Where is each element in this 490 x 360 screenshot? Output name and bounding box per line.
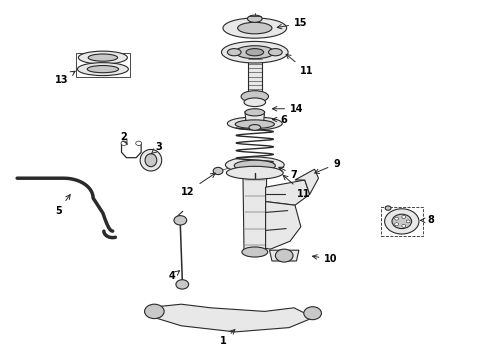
- Ellipse shape: [304, 307, 321, 320]
- Ellipse shape: [245, 109, 265, 116]
- Ellipse shape: [242, 247, 268, 257]
- Ellipse shape: [275, 249, 293, 262]
- Circle shape: [402, 216, 406, 219]
- Ellipse shape: [235, 46, 274, 59]
- Circle shape: [174, 216, 187, 225]
- Ellipse shape: [234, 160, 275, 171]
- Polygon shape: [266, 202, 301, 249]
- Text: 11: 11: [286, 54, 314, 76]
- Polygon shape: [295, 169, 319, 194]
- Ellipse shape: [226, 166, 283, 179]
- Ellipse shape: [385, 206, 391, 210]
- Circle shape: [176, 280, 189, 289]
- Ellipse shape: [77, 63, 128, 76]
- Ellipse shape: [221, 41, 288, 63]
- Text: 12: 12: [181, 173, 215, 197]
- Polygon shape: [266, 180, 310, 205]
- Ellipse shape: [88, 54, 118, 61]
- Ellipse shape: [244, 98, 266, 107]
- Ellipse shape: [223, 18, 287, 38]
- Ellipse shape: [227, 49, 241, 56]
- Text: 15: 15: [277, 18, 308, 29]
- Circle shape: [402, 224, 406, 227]
- Polygon shape: [245, 112, 265, 127]
- Circle shape: [121, 141, 127, 145]
- Polygon shape: [152, 304, 314, 332]
- Text: 7: 7: [279, 167, 297, 180]
- Bar: [248, 58, 262, 101]
- Ellipse shape: [235, 120, 274, 129]
- Circle shape: [136, 141, 142, 145]
- Ellipse shape: [145, 304, 164, 319]
- Ellipse shape: [78, 51, 127, 64]
- Ellipse shape: [269, 49, 282, 56]
- Text: 5: 5: [55, 195, 70, 216]
- Ellipse shape: [140, 149, 162, 171]
- Ellipse shape: [246, 49, 264, 56]
- Text: 4: 4: [169, 271, 179, 282]
- Text: 13: 13: [55, 71, 75, 85]
- Ellipse shape: [145, 154, 157, 167]
- Ellipse shape: [241, 91, 269, 102]
- Ellipse shape: [227, 117, 282, 130]
- Ellipse shape: [392, 214, 412, 229]
- Circle shape: [406, 220, 410, 223]
- Circle shape: [394, 223, 398, 226]
- Text: 11: 11: [283, 175, 311, 199]
- Polygon shape: [243, 173, 267, 252]
- Ellipse shape: [225, 157, 284, 173]
- Text: 9: 9: [315, 159, 340, 174]
- Text: 10: 10: [313, 254, 338, 264]
- Bar: [76, 53, 130, 77]
- Ellipse shape: [385, 209, 419, 234]
- Text: 8: 8: [420, 215, 434, 225]
- Ellipse shape: [238, 22, 272, 34]
- Ellipse shape: [87, 66, 119, 73]
- Ellipse shape: [247, 15, 262, 22]
- Text: 3: 3: [151, 142, 163, 154]
- Text: 6: 6: [272, 114, 288, 125]
- Circle shape: [394, 217, 398, 220]
- Text: 1: 1: [220, 329, 235, 346]
- Polygon shape: [270, 250, 299, 261]
- Text: 2: 2: [120, 132, 127, 145]
- Ellipse shape: [249, 125, 261, 130]
- Text: 14: 14: [272, 104, 304, 114]
- Circle shape: [213, 167, 223, 175]
- Bar: [381, 207, 423, 236]
